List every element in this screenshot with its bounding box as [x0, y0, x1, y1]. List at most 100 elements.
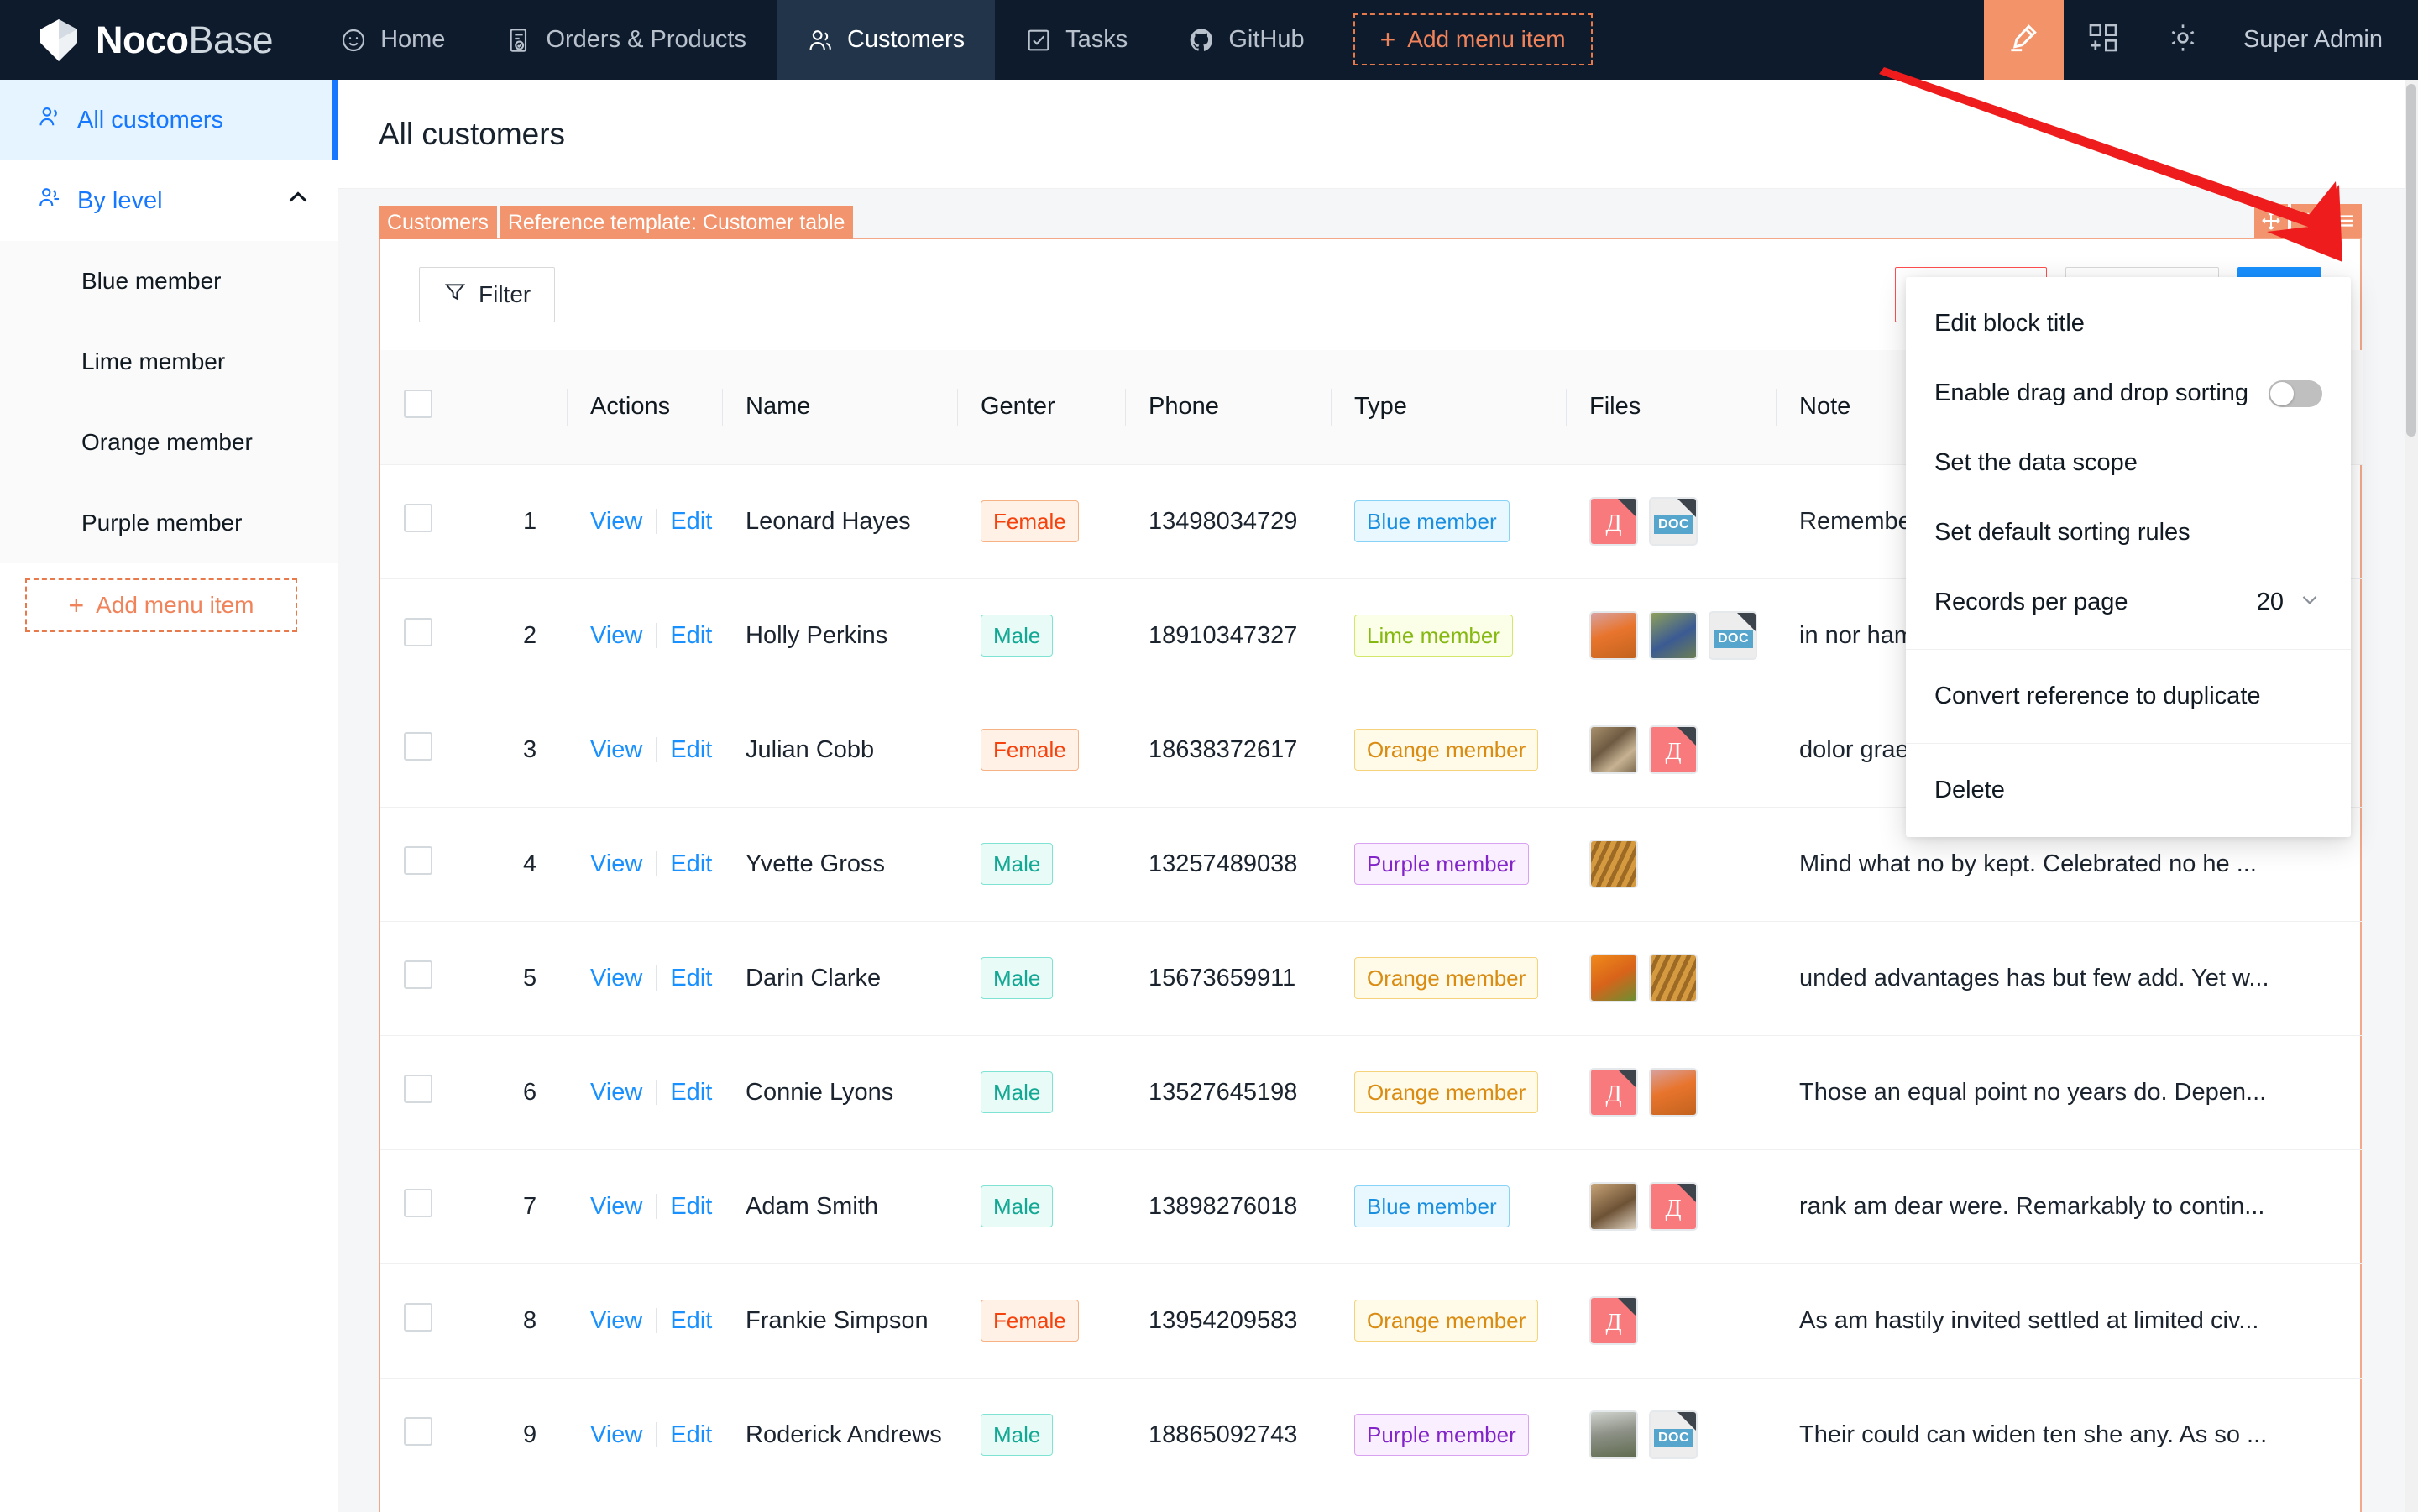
view-link[interactable]: View [590, 850, 643, 877]
file-thumbnail-pdf-icon[interactable]: Д [1589, 1068, 1638, 1117]
file-thumbnail-doc-icon[interactable]: DOC [1709, 611, 1757, 660]
view-link[interactable]: View [590, 1420, 643, 1448]
view-link[interactable]: View [590, 1078, 643, 1106]
vertical-scrollbar-thumb[interactable] [2406, 84, 2416, 437]
column-label: Note [1799, 393, 1851, 421]
ui-editor-toggle-button[interactable] [1983, 0, 2064, 80]
sidebar-add-menu-item-button[interactable]: + Add menu item [25, 578, 297, 632]
row-phone: 13527645198 [1125, 1034, 1331, 1149]
menu-item-records-per-page[interactable]: Records per page 20 [1906, 568, 2351, 637]
nav-item-customers[interactable]: Customers [776, 0, 996, 80]
vertical-scrollbar-track[interactable] [2405, 80, 2418, 1512]
filter-button[interactable]: Filter [419, 267, 556, 322]
file-thumbnail-pdf-icon[interactable]: Д [1649, 1182, 1698, 1231]
sidebar-group-by-level[interactable]: By level [0, 160, 338, 241]
file-thumbnail-image[interactable] [1589, 1182, 1638, 1231]
menu-item-set-default-sorting-rules[interactable]: Set default sorting rules [1906, 498, 2351, 568]
table-row[interactable]: 9 View Edit Roderick Andrews Male 18865092743… [380, 1377, 2363, 1492]
plugin-manager-button[interactable] [2064, 0, 2143, 80]
row-note: Remember [1799, 507, 1920, 535]
menu-item-set-the-data-scope[interactable]: Set the data scope [1906, 428, 2351, 498]
file-thumbnail-doc-icon[interactable]: DOC [1649, 1410, 1698, 1460]
drag-drop-sorting-toggle[interactable] [2269, 379, 2322, 407]
table-row[interactable]: 8 View Edit Frankie Simpson Female 1395420958… [380, 1263, 2363, 1378]
row-index: 2 [500, 578, 567, 693]
row-checkbox[interactable] [404, 1075, 432, 1103]
chevron-up-icon[interactable] [284, 183, 312, 218]
column-label: Name [746, 393, 811, 421]
type-badge: Blue member [1354, 1185, 1510, 1227]
row-checkbox[interactable] [404, 504, 432, 532]
view-link[interactable]: View [590, 507, 643, 535]
menu-item-convert-reference-to-duplicate[interactable]: Convert reference to duplicate [1906, 662, 2351, 731]
menu-item-delete[interactable]: Delete [1906, 756, 2351, 825]
file-thumbnail-image[interactable] [1589, 725, 1638, 774]
view-link[interactable]: View [590, 621, 643, 649]
edit-link[interactable]: Edit [670, 1306, 713, 1334]
topnav-add-menu-item-button[interactable]: + Add menu item [1353, 13, 1593, 65]
select-all-checkbox[interactable] [404, 389, 432, 418]
view-link[interactable]: View [590, 1306, 643, 1334]
edit-link[interactable]: Edit [670, 1420, 713, 1448]
hamburger-menu-icon[interactable] [2328, 204, 2362, 238]
view-link[interactable]: View [590, 1192, 643, 1220]
view-link[interactable]: View [590, 964, 643, 991]
user-menu-button[interactable]: Super Admin [2223, 0, 2418, 80]
chevron-down-icon[interactable] [2297, 587, 2322, 619]
plus-icon[interactable] [2291, 204, 2325, 238]
sidebar-item-blue-member[interactable]: Blue member [0, 241, 338, 322]
table-row[interactable]: 7 View Edit Adam Smith Male 13898276018 Blue m… [380, 1148, 2363, 1263]
file-thumbnail-image[interactable] [1649, 611, 1698, 660]
file-thumbnail-pdf-icon[interactable]: Д [1589, 1296, 1638, 1345]
menu-item-label: Delete [1934, 777, 2005, 803]
sidebar-item-purple-member[interactable]: Purple member [0, 483, 338, 563]
edit-link[interactable]: Edit [670, 1078, 713, 1106]
row-type-cell: Lime member [1331, 578, 1566, 693]
nav-item-label: Orders & Products [546, 26, 746, 53]
edit-link[interactable]: Edit [670, 1192, 713, 1220]
edit-link[interactable]: Edit [670, 964, 713, 991]
row-checkbox[interactable] [404, 960, 432, 989]
sidebar-item-all-customers[interactable]: All customers [0, 80, 338, 160]
row-checkbox[interactable] [404, 618, 432, 646]
row-checkbox[interactable] [404, 846, 432, 875]
brand-logo-block[interactable]: NocoBase [0, 0, 310, 80]
edit-link[interactable]: Edit [670, 507, 713, 535]
row-checkbox[interactable] [404, 1189, 432, 1217]
topnav-spacer [1593, 0, 1984, 80]
action-divider [656, 965, 657, 991]
file-thumbnail-image[interactable] [1589, 840, 1638, 888]
nav-item-home[interactable]: Home [310, 0, 475, 80]
file-thumbnail-pdf-icon[interactable]: Д [1649, 725, 1698, 774]
block-collection-tag: Customers [379, 206, 497, 239]
table-row[interactable]: 5 View Edit Darin Clarke Male 15673659911 Oran… [380, 920, 2363, 1035]
file-thumbnail-image[interactable] [1649, 954, 1698, 1002]
nav-item-tasks[interactable]: Tasks [995, 0, 1158, 80]
sidebar-item-lime-member[interactable]: Lime member [0, 322, 338, 402]
file-thumbnail-image[interactable] [1589, 954, 1638, 1002]
file-thumbnail-doc-icon[interactable]: DOC [1649, 497, 1698, 546]
row-genter-cell: Male [957, 1034, 1125, 1149]
file-thumbnail-image[interactable] [1589, 1410, 1638, 1460]
row-checkbox[interactable] [404, 1417, 432, 1447]
file-thumbnail-image[interactable] [1649, 1068, 1698, 1117]
row-checkbox[interactable] [404, 1303, 432, 1332]
menu-item-enable-drag-and-drop-sorting[interactable]: Enable drag and drop sorting [1906, 358, 2351, 428]
edit-link[interactable]: Edit [670, 850, 713, 877]
sidebar-item-orange-member[interactable]: Orange member [0, 402, 338, 483]
block-settings-dropdown: Edit block title Enable drag and drop sor… [1906, 277, 2351, 837]
menu-item-edit-block-title[interactable]: Edit block title [1906, 289, 2351, 358]
edit-link[interactable]: Edit [670, 735, 713, 763]
settings-button[interactable] [2143, 0, 2223, 80]
type-badge: Orange member [1354, 1071, 1539, 1113]
edit-link[interactable]: Edit [670, 621, 713, 649]
nav-item-github[interactable]: GitHub [1158, 0, 1334, 80]
nav-item-orders-products[interactable]: Orders & Products [475, 0, 777, 80]
file-thumbnail-pdf-icon[interactable]: Д [1589, 497, 1638, 546]
drag-move-icon[interactable] [2254, 204, 2288, 238]
file-thumbnail-image[interactable] [1589, 611, 1638, 660]
row-checkbox[interactable] [404, 732, 432, 761]
view-link[interactable]: View [590, 735, 643, 763]
table-row[interactable]: 6 View Edit Connie Lyons Male 13527645198 Oran… [380, 1034, 2363, 1149]
table-row[interactable]: 4 View Edit Yvette Gross Male 13257489038 Purp… [380, 806, 2363, 921]
